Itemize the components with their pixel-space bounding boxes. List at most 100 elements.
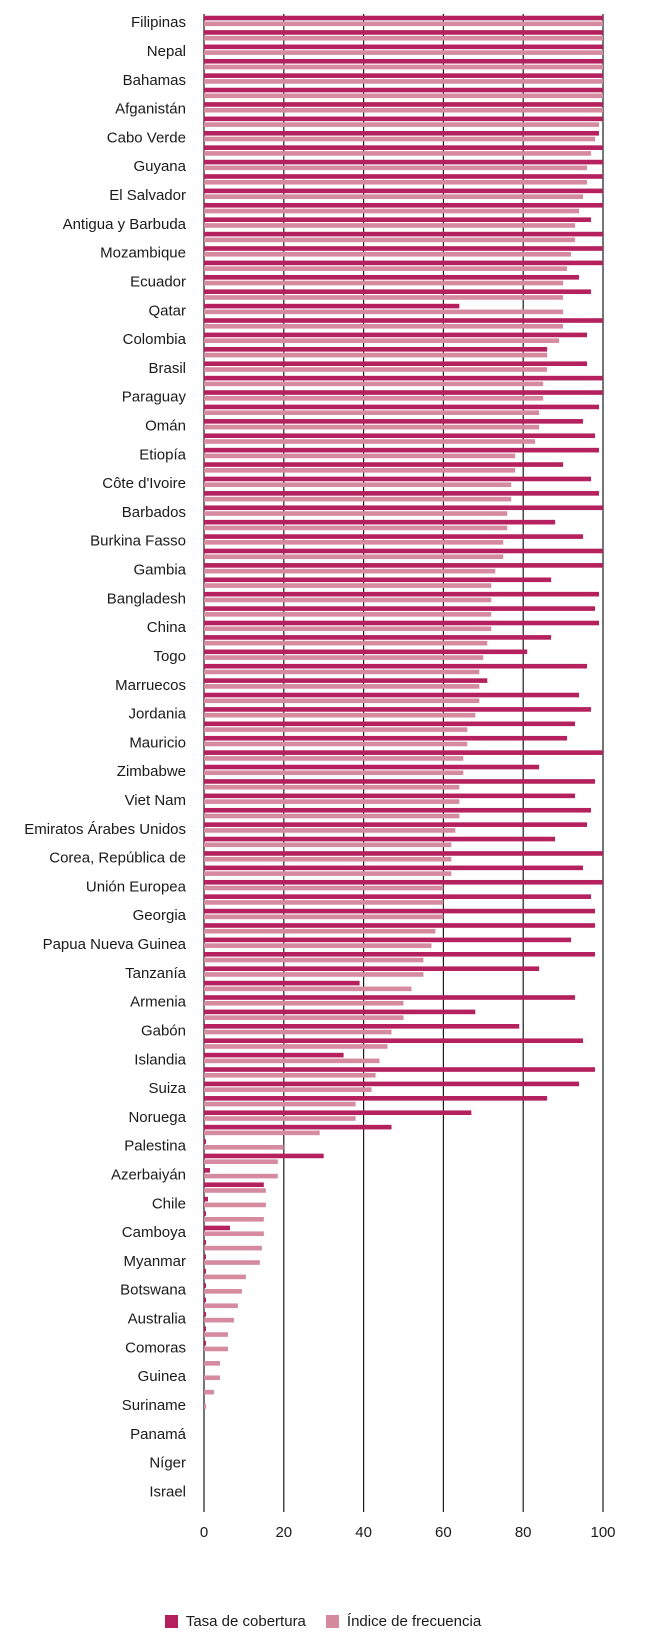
bar-tasa-65 [204, 951, 596, 957]
category-label: Palestina [124, 1138, 186, 1155]
legend: Tasa de cobertura Índice de frecuencia [0, 1606, 646, 1636]
category-label: Chile [152, 1195, 186, 1212]
bar-indice-92 [204, 1346, 228, 1352]
bar-tasa-30 [204, 447, 600, 453]
bar-indice-24 [204, 367, 548, 372]
category-label: Etiopía [139, 446, 186, 463]
category-label: Azerbaiyán [111, 1167, 186, 1184]
category-label: Islandia [134, 1051, 186, 1068]
category-label: Viet Nam [125, 792, 186, 809]
bar-indice-48 [204, 712, 476, 718]
bar-indice-20 [204, 309, 564, 315]
category-label: Armenia [130, 994, 187, 1011]
bar-indice-71 [204, 1044, 388, 1049]
bar-indice-57 [204, 842, 452, 848]
bar-tasa-47 [204, 692, 580, 698]
bar-tasa-87 [204, 1268, 206, 1274]
bar-indice-29 [204, 439, 536, 444]
bar-indice-7 [204, 122, 600, 127]
category-label: Bangladesh [107, 590, 186, 607]
category-label: Marruecos [115, 677, 186, 694]
bar-indice-63 [204, 928, 436, 934]
bar-tasa-63 [204, 923, 596, 928]
bar-tasa-48 [204, 707, 592, 712]
bar-tasa-60 [204, 879, 603, 885]
bar-tasa-76 [204, 1110, 472, 1116]
bar-tasa-84 [204, 1225, 230, 1231]
bar-indice-37 [204, 554, 504, 560]
bar-indice-4 [204, 79, 603, 84]
bar-tasa-35 [204, 519, 556, 525]
legend-swatch-indice [325, 1614, 339, 1628]
bar-tasa-70 [204, 1023, 520, 1029]
bar-indice-45 [204, 669, 480, 675]
bar-tasa-13 [204, 202, 603, 208]
bar-tasa-19 [204, 289, 592, 295]
bar-tasa-41 [204, 606, 596, 611]
bar-indice-3 [204, 64, 603, 70]
category-label: Guinea [138, 1368, 187, 1385]
x-tick-label: 60 [435, 1524, 452, 1541]
category-label: Mozambique [100, 245, 186, 262]
bar-tasa-43 [204, 635, 552, 640]
bar-tasa-59 [204, 865, 584, 871]
bar-tasa-92 [204, 1340, 206, 1346]
bar-tasa-28 [204, 419, 584, 424]
category-label: Togo [153, 648, 186, 665]
category-label: Noruega [128, 1109, 186, 1126]
bar-indice-62 [204, 914, 444, 920]
legend-item-indice-de-frecuencia: Índice de frecuencia [325, 1613, 481, 1630]
category-label: Omán [145, 418, 186, 435]
bar-tasa-85 [204, 1240, 206, 1245]
category-label: Suiza [148, 1080, 186, 1097]
bar-indice-85 [204, 1245, 262, 1251]
x-tick-label: 40 [355, 1524, 372, 1541]
bar-indice-1 [204, 35, 603, 41]
bar-indice-14 [204, 223, 576, 228]
category-label: Antigua y Barbuda [63, 216, 187, 233]
bar-indice-11 [204, 179, 588, 185]
category-label: Qatar [148, 302, 186, 319]
bar-tasa-62 [204, 908, 596, 914]
bar-tasa-91 [204, 1326, 206, 1332]
category-label: Burkina Fasso [90, 533, 186, 550]
bar-indice-87 [204, 1274, 246, 1280]
bar-tasa-14 [204, 217, 592, 222]
bar-indice-74 [204, 1087, 372, 1092]
bar-indice-28 [204, 424, 540, 430]
bar-indice-59 [204, 871, 452, 876]
legend-label-tasa: Tasa de cobertura [185, 1612, 306, 1630]
bar-tasa-44 [204, 649, 528, 655]
bar-indice-68 [204, 1000, 404, 1006]
bar-tasa-50 [204, 735, 568, 741]
legend-swatch-tasa [164, 1614, 178, 1628]
bar-indice-43 [204, 640, 488, 646]
bar-indice-78 [204, 1144, 284, 1150]
category-label: Jordania [128, 706, 186, 723]
bar-tasa-86 [204, 1254, 206, 1260]
bar-tasa-64 [204, 937, 572, 943]
bar-indice-64 [204, 943, 432, 948]
bar-tasa-27 [204, 404, 600, 410]
bar-tasa-89 [204, 1297, 206, 1303]
category-labels: Filipinas Nepal Bahamas Afganistán Cabo Verd… [24, 14, 186, 1500]
bar-indice-56 [204, 828, 456, 833]
category-label: Gabón [141, 1022, 186, 1039]
category-label: Nepal [147, 43, 186, 60]
bar-tasa-2 [204, 44, 603, 50]
x-tick-label: 20 [275, 1524, 292, 1541]
bar-tasa-20 [204, 303, 460, 309]
category-label: Níger [149, 1455, 186, 1472]
bar-indice-49 [204, 727, 468, 732]
bar-indice-44 [204, 655, 484, 660]
category-label: China [147, 619, 187, 636]
bar-tasa-79 [204, 1153, 324, 1159]
bar-tasa-6 [204, 102, 603, 107]
category-label: Camboya [122, 1224, 187, 1241]
bar-tasa-33 [204, 491, 600, 496]
bar-tasa-69 [204, 1009, 476, 1015]
bar-indice-53 [204, 784, 460, 790]
bar-indice-36 [204, 540, 504, 545]
bar-indice-19 [204, 295, 564, 300]
bar-tasa-10 [204, 159, 603, 165]
